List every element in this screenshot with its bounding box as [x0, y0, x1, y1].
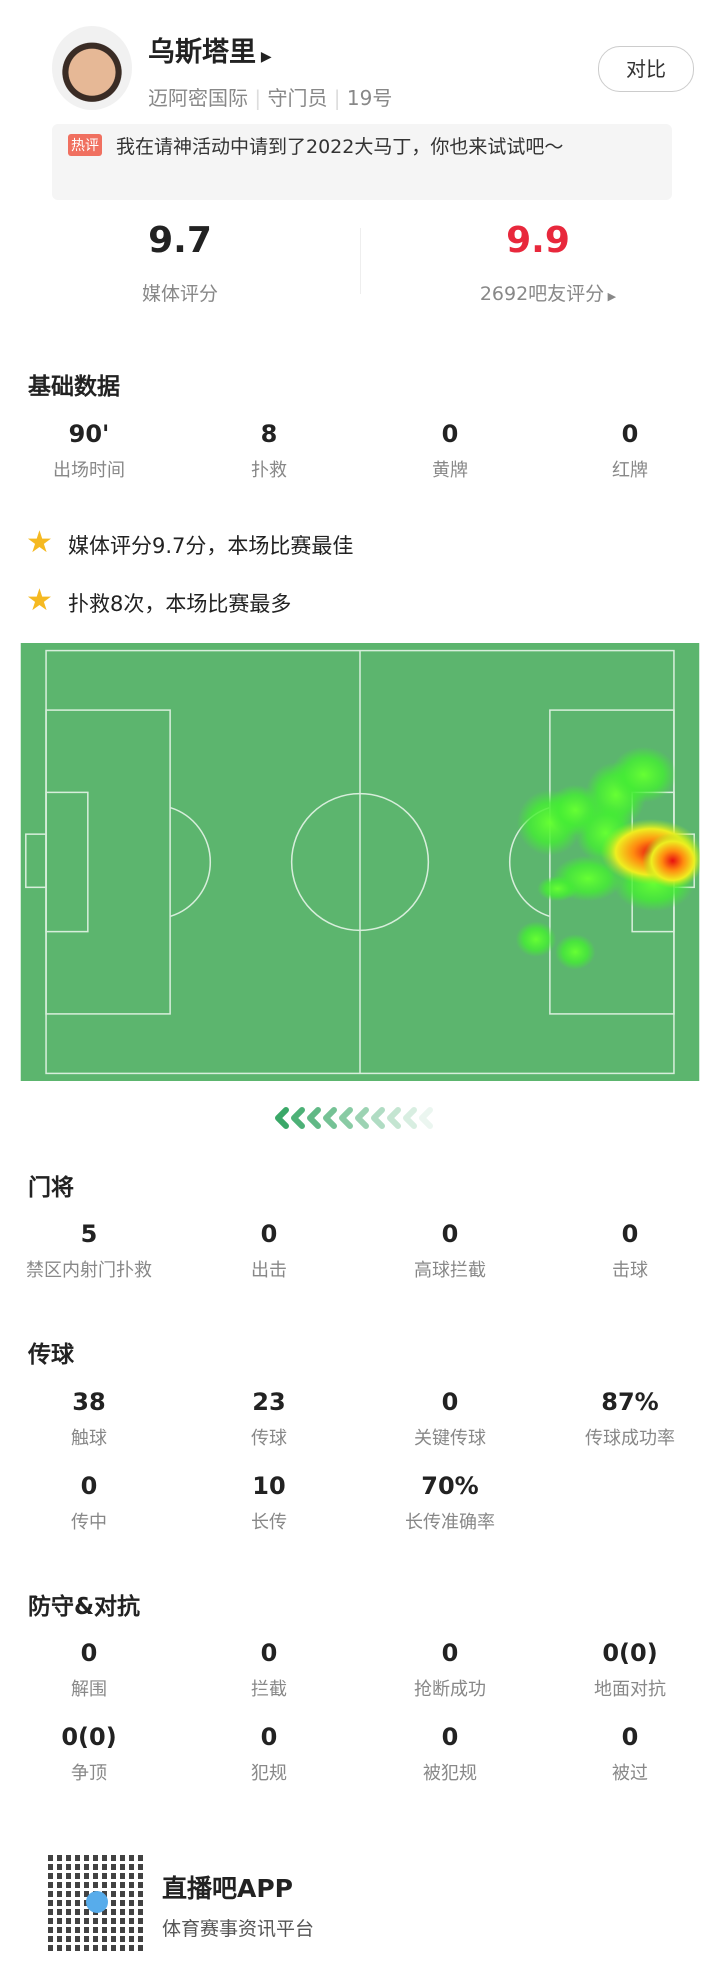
stat-value: 0 [441, 420, 459, 448]
stat-label: 争顶 [71, 1763, 107, 1784]
section-title: 基础数据 [28, 374, 120, 400]
stat-label: 拦截 [251, 1679, 287, 1700]
stat-label: 出场时间 [53, 460, 125, 481]
hot-text: 我在请神活动中请到了2022大马丁，你也来试试吧～ [116, 136, 564, 158]
stat-value: 0(0) [61, 1723, 117, 1751]
stat-value: 87% [601, 1388, 659, 1416]
stat-value: 23 [252, 1388, 286, 1416]
stat-label: 解围 [71, 1679, 107, 1700]
divider [360, 228, 361, 294]
club: 迈阿密国际 [148, 86, 248, 110]
stat-label: 传中 [71, 1512, 107, 1533]
page-indicator[interactable] [270, 1106, 450, 1130]
player-info: 迈阿密国际 | 守门员 | 19号 [148, 86, 393, 110]
stat-value: 0 [441, 1723, 459, 1751]
stat-value: 70% [421, 1472, 479, 1500]
hot-tag: 热评 [68, 134, 102, 156]
fan-score: 9.9 [506, 220, 570, 261]
stat-label: 传球 [251, 1428, 287, 1449]
media-label: 媒体评分 [141, 283, 218, 305]
stat-label: 出击 [251, 1260, 287, 1281]
stat-label: 触球 [71, 1428, 107, 1449]
highlight-text: 扑救8次，本场比赛最多 [68, 592, 292, 616]
stat-label: 扑救 [251, 460, 287, 481]
stat-label: 红牌 [612, 460, 648, 481]
qr-code [48, 1853, 146, 1951]
stat-label: 高球拦截 [414, 1260, 486, 1281]
stat-value: 5 [80, 1220, 98, 1248]
stat-value: 0 [260, 1220, 278, 1248]
stat-value: 0 [260, 1639, 278, 1667]
stat-value: 8 [260, 420, 278, 448]
stat-label: 被犯规 [423, 1763, 477, 1784]
stat-label: 被过 [612, 1763, 648, 1784]
stat-label: 犯规 [251, 1763, 287, 1784]
position: 守门员 [267, 86, 328, 110]
slogan: 体育赛事资讯平台 [162, 1918, 315, 1940]
stat-value: 0 [260, 1723, 278, 1751]
stat-value: 0 [441, 1639, 459, 1667]
hot-comment[interactable]: 热评 我在请神活动中请到了2022大马丁，你也来试试吧～ [52, 124, 672, 200]
compare-button[interactable]: 对比 [598, 46, 694, 92]
star-icon: ★ [26, 525, 53, 560]
stat-label: 地面对抗 [594, 1679, 666, 1700]
stat-value: 0 [80, 1472, 98, 1500]
stat-value: 0 [621, 1220, 639, 1248]
stat-label: 长传 [251, 1512, 287, 1533]
stat-value: 0 [80, 1639, 98, 1667]
stat-label: 抢断成功 [414, 1679, 486, 1700]
highlight-text: 媒体评分9.7分，本场比赛最佳 [68, 534, 354, 558]
stat-value: 0 [441, 1220, 459, 1248]
stat-value: 0 [621, 420, 639, 448]
stat-value: 0 [621, 1723, 639, 1751]
stat-label: 长传准确率 [405, 1512, 495, 1533]
player-name[interactable]: 乌斯塔里 ▶ [148, 37, 272, 68]
heat-blobs [515, 746, 700, 970]
stat-value: 90' [68, 420, 110, 448]
number: 19号 [346, 86, 393, 110]
star-icon: ★ [26, 583, 53, 618]
stat-label: 禁区内射门扑救 [26, 1260, 152, 1281]
stat-value: 0 [441, 1388, 459, 1416]
stat-value: 38 [72, 1388, 106, 1416]
section-title: 防守&对抗 [28, 1594, 141, 1620]
heatmap [20, 643, 700, 1081]
section-title: 门将 [28, 1175, 74, 1201]
stat-label: 击球 [612, 1260, 648, 1281]
stat-label: 传球成功率 [585, 1428, 675, 1449]
app-name: 直播吧APP [162, 1874, 293, 1903]
fan-label-text: 2692吧友评分 [479, 283, 605, 305]
media-score: 9.7 [148, 220, 212, 261]
avatar [52, 26, 132, 110]
name: 乌斯塔里 [148, 37, 256, 68]
fan-label[interactable]: 2692吧友评分 ▶ [479, 283, 617, 305]
section-title: 传球 [28, 1342, 74, 1368]
stat-value: 10 [252, 1472, 286, 1500]
stat-value: 0(0) [602, 1639, 658, 1667]
stat-label: 黄牌 [432, 460, 468, 481]
stat-label: 关键传球 [414, 1428, 486, 1449]
